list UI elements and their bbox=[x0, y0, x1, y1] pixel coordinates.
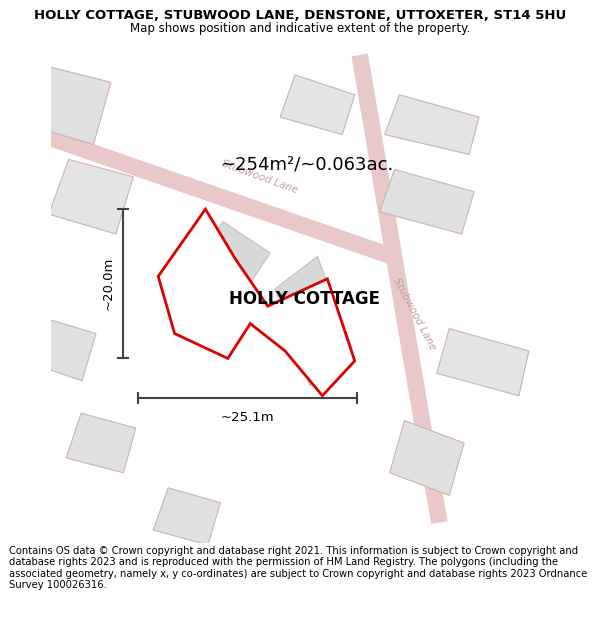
Polygon shape bbox=[380, 169, 474, 234]
Polygon shape bbox=[153, 488, 220, 545]
Polygon shape bbox=[26, 65, 111, 144]
Polygon shape bbox=[437, 329, 529, 396]
Text: ~254m²/~0.063ac.: ~254m²/~0.063ac. bbox=[220, 156, 394, 173]
Text: Stubwood Lane: Stubwood Lane bbox=[391, 276, 437, 351]
Polygon shape bbox=[66, 413, 136, 473]
Text: Stubwood Lane: Stubwood Lane bbox=[221, 158, 299, 195]
Text: HOLLY COTTAGE: HOLLY COTTAGE bbox=[229, 290, 380, 308]
Text: Contains OS data © Crown copyright and database right 2021. This information is : Contains OS data © Crown copyright and d… bbox=[9, 546, 587, 591]
Text: ~20.0m: ~20.0m bbox=[101, 257, 115, 311]
Polygon shape bbox=[31, 319, 96, 381]
Text: Map shows position and indicative extent of the property.: Map shows position and indicative extent… bbox=[130, 22, 470, 35]
Polygon shape bbox=[158, 209, 355, 396]
Polygon shape bbox=[49, 159, 133, 234]
Text: ~25.1m: ~25.1m bbox=[221, 411, 275, 424]
Text: HOLLY COTTAGE, STUBWOOD LANE, DENSTONE, UTTOXETER, ST14 5HU: HOLLY COTTAGE, STUBWOOD LANE, DENSTONE, … bbox=[34, 9, 566, 22]
Polygon shape bbox=[185, 222, 270, 309]
Polygon shape bbox=[385, 95, 479, 154]
Polygon shape bbox=[389, 421, 464, 495]
Polygon shape bbox=[275, 256, 352, 386]
Polygon shape bbox=[280, 75, 355, 134]
